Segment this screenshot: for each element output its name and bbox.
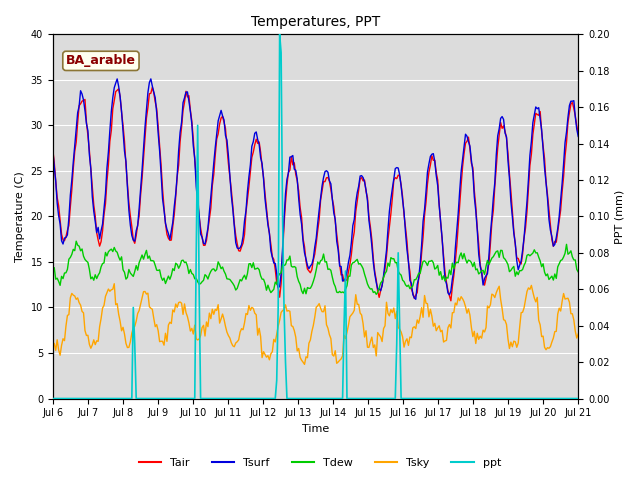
Title: Temperatures, PPT: Temperatures, PPT (251, 15, 380, 29)
X-axis label: Time: Time (302, 424, 329, 434)
Y-axis label: PPT (mm): PPT (mm) (615, 189, 625, 243)
Legend: Tair, Tsurf, Tdew, Tsky, ppt: Tair, Tsurf, Tdew, Tsky, ppt (134, 453, 506, 472)
Y-axis label: Temperature (C): Temperature (C) (15, 171, 25, 262)
Text: BA_arable: BA_arable (66, 54, 136, 67)
